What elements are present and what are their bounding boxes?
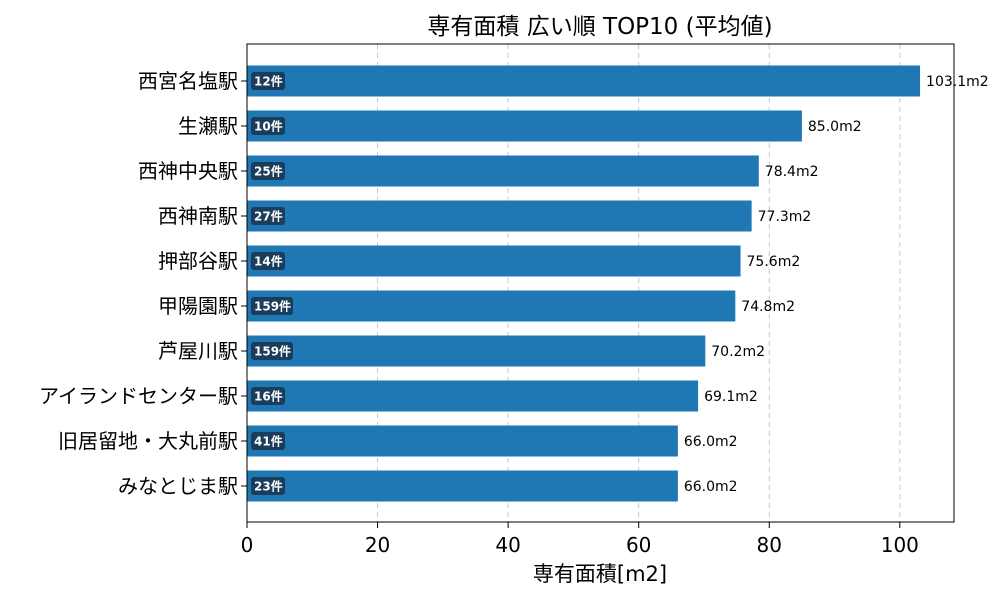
count-badge (251, 432, 285, 450)
value-label: 66.0m2 (684, 434, 738, 450)
count-badge (251, 72, 285, 90)
plot-frame (246, 43, 955, 523)
bar (247, 290, 736, 322)
count-badge (251, 342, 293, 360)
bar (247, 200, 752, 232)
category-label: 芦屋川駅 (158, 339, 238, 363)
count-label: 27件 (254, 209, 283, 224)
count-badge (251, 117, 285, 135)
value-label: 70.2m2 (711, 344, 765, 360)
value-label: 66.0m2 (684, 479, 738, 495)
category-label: 西神南駅 (158, 204, 238, 228)
count-label: 23件 (254, 479, 283, 494)
count-badge (251, 297, 293, 315)
value-label: 77.3m2 (758, 209, 812, 225)
x-axis-label: 専有面積[m2] (533, 562, 667, 586)
count-label: 14件 (254, 254, 283, 269)
bar (247, 380, 699, 412)
category-label: 生瀬駅 (178, 114, 238, 138)
count-badge (251, 162, 285, 180)
x-tick-label: 40 (495, 533, 520, 557)
category-labels: 西宮名塩駅生瀬駅西神中央駅西神南駅押部谷駅甲陽園駅芦屋川駅アイランドセンター駅旧… (39, 69, 247, 498)
category-label: 西宮名塩駅 (138, 69, 238, 93)
value-label: 69.1m2 (704, 389, 758, 405)
count-badge (251, 252, 285, 270)
count-label: 10件 (254, 119, 283, 134)
count-badge (251, 387, 285, 405)
value-label: 85.0m2 (808, 119, 862, 135)
count-label: 12件 (254, 74, 283, 89)
bar (247, 65, 921, 97)
bar (247, 110, 802, 142)
count-label: 41件 (254, 434, 283, 449)
category-label: 甲陽園駅 (158, 294, 238, 318)
count-label: 159件 (254, 344, 291, 359)
x-tick-label: 20 (365, 533, 390, 557)
category-label: 旧居留地・大丸前駅 (58, 429, 238, 453)
x-tick-label: 0 (241, 533, 254, 557)
x-tick-label: 60 (626, 533, 651, 557)
x-tick-label: 100 (881, 533, 919, 557)
category-label: アイランドセンター駅 (39, 384, 238, 408)
count-label: 25件 (254, 164, 283, 179)
x-tick-label: 80 (757, 533, 782, 557)
bar (247, 335, 706, 367)
bar (247, 425, 678, 457)
bars: 12件 103.1m2 10件 85.0m2 25件 78.4m2 27件 77.3m2 14件… (247, 65, 989, 502)
count-label: 16件 (254, 389, 283, 404)
value-label: 103.1m2 (926, 74, 989, 90)
count-badge (251, 477, 285, 495)
count-badge (251, 207, 285, 225)
category-label: 西神中央駅 (138, 159, 238, 183)
category-label: みなとじま駅 (118, 474, 238, 498)
value-label: 78.4m2 (765, 164, 819, 180)
bar (247, 155, 759, 187)
chart-title: 専有面積 広い順 TOP10 (平均値) (427, 14, 772, 40)
count-label: 159件 (254, 299, 291, 314)
x-axis-ticks: 0 20 40 60 80 100 (241, 522, 919, 557)
value-label: 74.8m2 (741, 299, 795, 315)
bar (247, 245, 741, 277)
value-label: 75.6m2 (747, 254, 801, 270)
bar (247, 470, 678, 502)
category-label: 押部谷駅 (158, 249, 238, 273)
